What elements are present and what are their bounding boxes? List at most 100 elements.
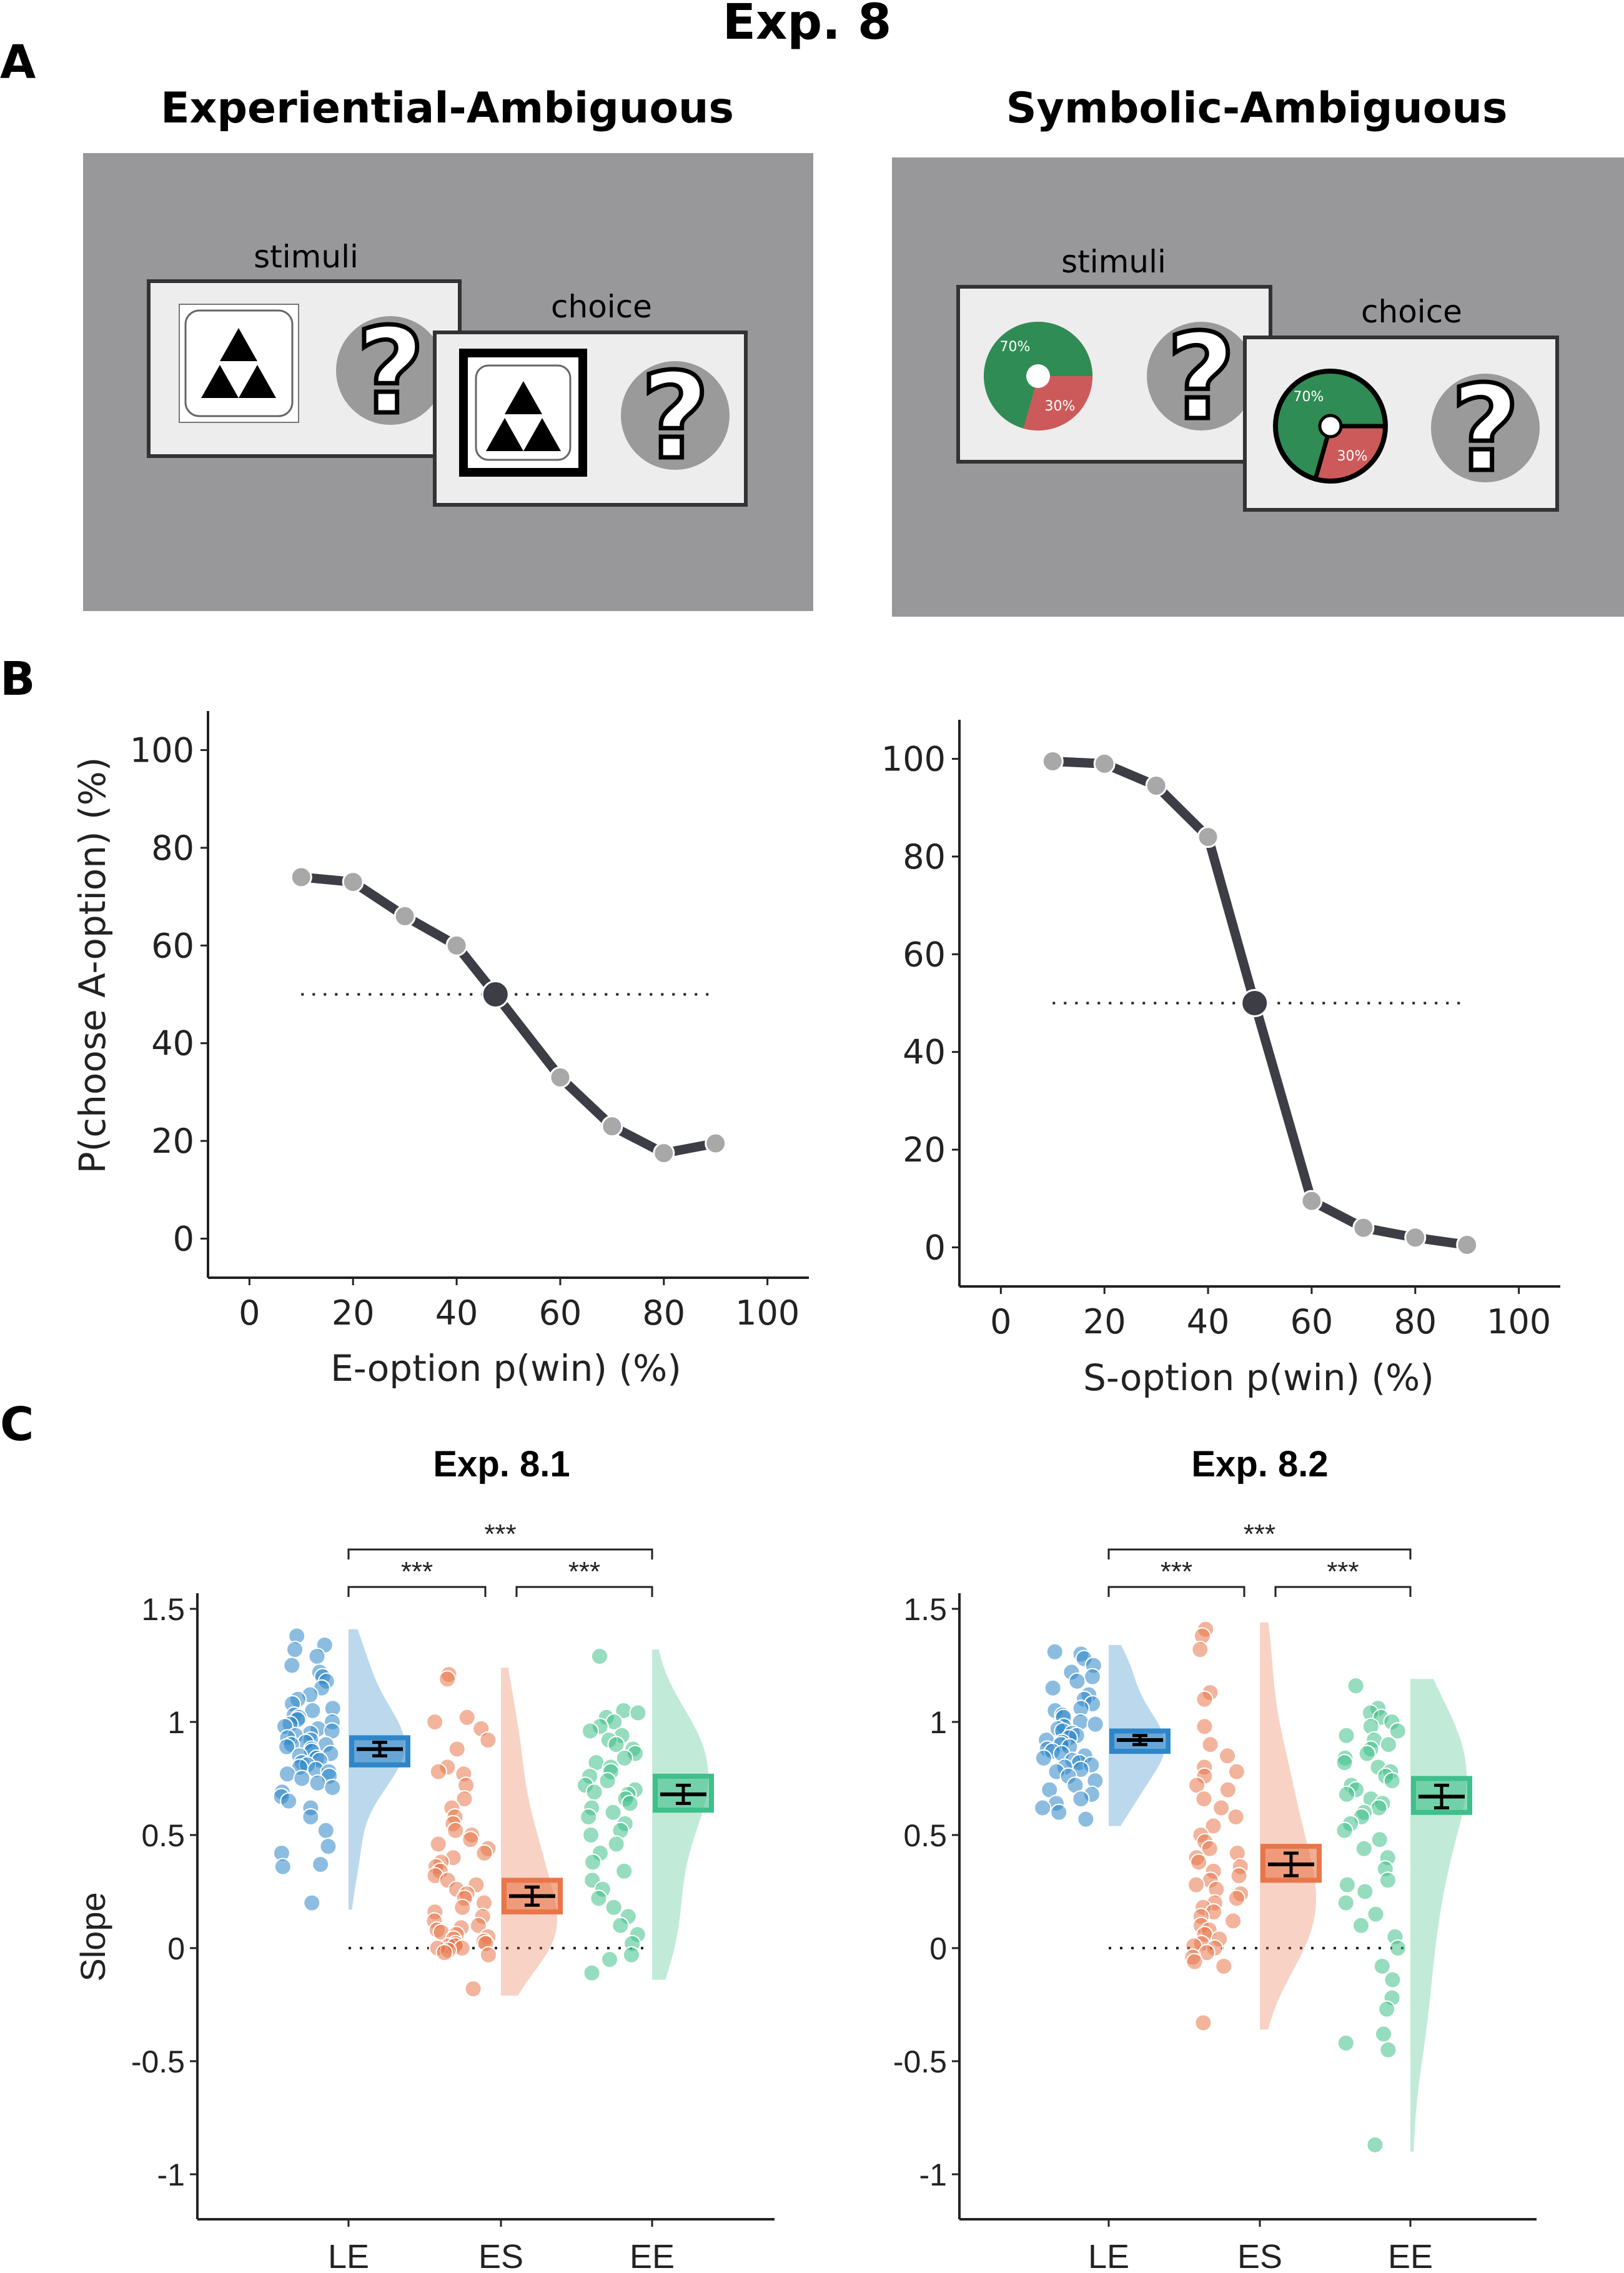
participant-point-ee	[1389, 1722, 1407, 1740]
participant-point-es	[462, 1831, 480, 1849]
participant-point-es	[479, 1731, 497, 1749]
density-cloud-es	[1260, 1622, 1316, 2030]
x-tick-label: 0	[990, 1302, 1011, 1341]
participant-point-le	[274, 1858, 292, 1876]
y-tick-label: 1	[929, 1705, 947, 1740]
participant-point-es	[1215, 1957, 1233, 1975]
data-point	[1041, 750, 1064, 772]
triforce-symbol-selected	[459, 349, 587, 477]
x-tick-label: ES	[1237, 2238, 1282, 2273]
chart-title: Exp. 8.2	[1191, 1444, 1328, 1485]
y-tick-label: 60	[903, 935, 946, 974]
participant-point-ee	[590, 1648, 608, 1666]
y-axis-label: Slope	[73, 1892, 112, 1981]
participant-point-le	[319, 1838, 337, 1856]
participant-point-es	[469, 1916, 487, 1934]
participant-point-le	[286, 1641, 304, 1659]
pie-chart-icon-selected: 70% 30%	[1273, 369, 1388, 484]
participant-point-ee	[1356, 1883, 1374, 1901]
y-tick-label: 80	[903, 837, 946, 877]
panel-label-c: C	[0, 1398, 34, 1451]
x-tick-label: 20	[1083, 1302, 1126, 1341]
participant-point-es	[1187, 1876, 1206, 1894]
question-icon: ?	[1147, 306, 1255, 449]
participant-point-es	[447, 1821, 465, 1839]
y-tick-label: 100	[130, 731, 194, 770]
participant-point-es	[1227, 1763, 1245, 1781]
participant-point-le	[308, 1648, 326, 1666]
participant-point-ee	[1352, 1916, 1370, 1934]
participant-point-le	[304, 1701, 322, 1719]
participant-point-le	[1084, 1668, 1102, 1686]
data-point	[394, 905, 416, 927]
data-point	[1404, 1226, 1427, 1249]
participant-point-ee	[1367, 1905, 1385, 1923]
density-cloud-ee	[652, 1649, 708, 1980]
chart-title: Exp. 8.1	[433, 1444, 570, 1485]
y-tick-label: 80	[151, 828, 194, 868]
significance-bracket	[1274, 1586, 1412, 1597]
participant-point-ee	[607, 1736, 625, 1754]
svg-text:30%: 30%	[1337, 449, 1368, 464]
y-tick-label: 20	[903, 1130, 946, 1170]
participant-point-ee	[1370, 1831, 1389, 1849]
data-point	[342, 871, 364, 893]
y-axis-label: P(choose A-option) (%)	[71, 757, 114, 1174]
participant-point-ee	[629, 1704, 647, 1722]
data-point	[1456, 1234, 1478, 1256]
participant-point-es	[1201, 1839, 1219, 1858]
x-tick-label: 80	[1394, 1302, 1437, 1341]
x-tick-label: 100	[1487, 1302, 1551, 1341]
participant-point-ee	[598, 1772, 616, 1790]
y-tick-label: 0	[929, 1931, 947, 1966]
y-tick-label: 0.5	[141, 1818, 185, 1853]
y-tick-label: 1	[167, 1705, 185, 1740]
participant-point-le	[280, 1792, 298, 1810]
significance-bracket	[1107, 1548, 1412, 1559]
data-point	[549, 1066, 572, 1088]
participant-point-es	[426, 1713, 444, 1731]
participant-point-ee	[1384, 1971, 1402, 1989]
participant-point-es	[1201, 1736, 1219, 1754]
figure-title: Exp. 8	[723, 0, 892, 51]
pie-chart-icon: 70% 30%	[984, 321, 1093, 430]
participant-point-le	[278, 1738, 296, 1756]
svg-text:30%: 30%	[1045, 399, 1076, 414]
participant-point-le	[1046, 1643, 1064, 1661]
data-point	[445, 934, 468, 957]
y-tick-label: -1	[157, 2157, 185, 2192]
participant-point-ee	[1355, 1839, 1373, 1858]
participant-point-le	[1050, 1803, 1068, 1821]
participant-point-es	[429, 1763, 447, 1781]
data-point	[1093, 752, 1116, 775]
data-point	[601, 1115, 623, 1138]
chart-c-left: Exp. 8.1 Slope 1.5 1 0.5 0 -0.5 -1 LE ES EE *** *…	[73, 1444, 775, 2273]
svg-text:?: ?	[1451, 360, 1520, 498]
participant-point-ee	[1337, 1785, 1355, 1803]
svg-text:70%: 70%	[1294, 389, 1324, 405]
participant-point-ee	[1378, 2000, 1396, 2018]
participant-point-ee	[1337, 2034, 1355, 2052]
participant-point-ee	[1337, 1726, 1355, 1744]
y-tick-label: 40	[151, 1024, 194, 1063]
participant-point-es	[479, 1946, 497, 1964]
data-point	[1145, 775, 1167, 797]
y-tick-label: 0	[173, 1219, 194, 1258]
x-tick-label: EE	[630, 2238, 675, 2273]
significance-label: ***	[401, 1556, 433, 1587]
significance-label: ***	[484, 1519, 516, 1549]
participant-point-ee	[607, 1835, 625, 1853]
svg-text:70%: 70%	[1000, 339, 1031, 355]
participant-point-es	[1191, 1641, 1209, 1659]
significance-label: ***	[1161, 1556, 1192, 1587]
participant-point-ee	[622, 1946, 640, 1964]
question-icon: ?	[336, 301, 445, 443]
participant-point-es	[1219, 1781, 1237, 1799]
participant-point-ee	[604, 1803, 622, 1821]
x-tick-label: ES	[478, 2238, 523, 2273]
participant-point-ee	[1379, 1871, 1397, 1889]
data-point	[653, 1142, 675, 1165]
x-tick-label: 100	[735, 1293, 800, 1333]
participant-point-ee	[1335, 1821, 1354, 1839]
participant-point-ee	[585, 1783, 603, 1801]
